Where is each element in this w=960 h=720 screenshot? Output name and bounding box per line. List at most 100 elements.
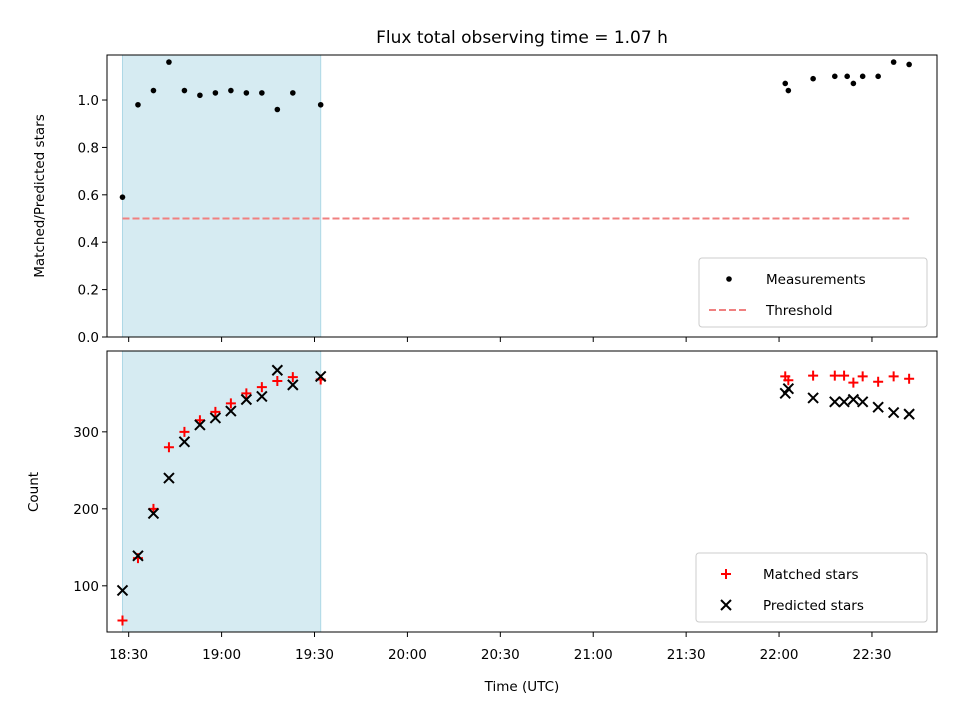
- legend-box: [695, 552, 928, 623]
- data-point: [807, 392, 819, 404]
- data-point: [848, 377, 859, 388]
- data-point: [225, 405, 237, 417]
- data-point: [197, 92, 203, 99]
- legend: Matched stars Predicted stars: [695, 552, 928, 623]
- data-point: [850, 80, 857, 87]
- x-tick-label: 22:00: [760, 647, 799, 663]
- data-point: [163, 472, 175, 484]
- x-tick-label: 18:30: [109, 647, 148, 663]
- data-point: [290, 90, 296, 96]
- x-tick-label: 21:30: [667, 647, 706, 663]
- data-point: [256, 382, 267, 393]
- data-point: [210, 406, 221, 417]
- y-tick-label: 0.8: [78, 140, 99, 156]
- y-tick-label: 1.0: [78, 93, 99, 109]
- data-point: [147, 507, 160, 520]
- x-axis-label: Time (UTC): [484, 679, 560, 695]
- data-point: [810, 75, 816, 82]
- data-point: [132, 550, 144, 562]
- observing-window-shade: [122, 351, 321, 632]
- legend-label: Matched stars: [763, 567, 859, 583]
- data-point: [831, 73, 838, 80]
- observing-window-shade: [122, 55, 321, 337]
- data-point: [212, 90, 219, 96]
- data-point: [888, 371, 899, 382]
- series-measurements: [119, 59, 912, 200]
- x-tick-label: 20:00: [388, 647, 427, 663]
- data-point: [166, 59, 172, 65]
- data-point: [873, 376, 884, 387]
- legend-x-marker: [720, 599, 732, 611]
- data-point: [256, 390, 268, 403]
- y-tick-label: 0.2: [78, 283, 99, 299]
- chart-title: Flux total observing time = 1.07 h: [376, 28, 668, 48]
- y-tick-label: 0.0: [78, 330, 99, 346]
- data-point: [178, 436, 191, 448]
- series-predicted-stars: [116, 364, 915, 597]
- data-point: [857, 371, 868, 382]
- plot-frame: [106, 54, 938, 338]
- data-point: [844, 73, 850, 80]
- data-point: [181, 87, 188, 94]
- data-point: [839, 370, 850, 381]
- data-point: [875, 73, 881, 80]
- plot-frame: [106, 350, 938, 633]
- data-point: [904, 373, 915, 384]
- data-point: [135, 101, 141, 108]
- data-point: [783, 375, 794, 386]
- y-axis-label-top: Matched/Predicted stars: [32, 114, 48, 277]
- data-point: [287, 372, 298, 383]
- data-point: [272, 376, 283, 387]
- count-panel: 100 200 300 18:30 19:00 19:30 20:00 20:30 21:00 2…: [73, 350, 938, 663]
- data-point: [903, 408, 915, 420]
- data-point: [887, 406, 900, 419]
- data-point: [119, 194, 126, 200]
- data-point: [785, 87, 792, 94]
- data-point: [179, 426, 190, 437]
- data-point: [906, 61, 912, 68]
- y-tick-label: 0.4: [78, 235, 99, 251]
- data-point: [782, 80, 789, 87]
- data-point: [241, 388, 252, 399]
- ratio-panel: 0.0 0.2 0.4 0.6 0.8 1.0 Measurements Threshold: [78, 54, 938, 346]
- y-tick-label: 0.6: [78, 188, 99, 204]
- y-tick-label: 200: [73, 502, 99, 518]
- data-point: [859, 73, 866, 80]
- data-point: [856, 396, 869, 408]
- y-axis-label-bottom: Count: [26, 472, 42, 512]
- data-point: [243, 90, 250, 96]
- data-point: [274, 106, 281, 113]
- data-point: [150, 87, 157, 94]
- data-point: [838, 396, 850, 408]
- data-point: [829, 396, 841, 408]
- x-tick-label: 21:00: [574, 647, 613, 663]
- x-tick-label: 22:30: [853, 647, 892, 663]
- legend: Measurements Threshold: [698, 257, 928, 328]
- data-point: [163, 442, 174, 453]
- data-point: [117, 615, 128, 626]
- data-point: [808, 370, 819, 381]
- data-point: [116, 584, 129, 597]
- legend-dot: [726, 276, 732, 282]
- data-point: [240, 393, 253, 406]
- legend-label: Predicted stars: [763, 598, 864, 614]
- x-tick-label: 19:00: [202, 647, 241, 663]
- data-point: [847, 393, 860, 406]
- data-point: [209, 412, 222, 424]
- data-point: [872, 401, 884, 413]
- data-point: [228, 87, 234, 94]
- data-point: [259, 90, 265, 96]
- data-point: [287, 379, 299, 391]
- legend-box: [698, 257, 928, 328]
- y-tick-label: 300: [73, 425, 99, 441]
- data-point: [194, 419, 206, 431]
- data-point: [314, 370, 327, 383]
- data-point: [271, 364, 284, 376]
- x-tick-label: 20:30: [481, 647, 520, 663]
- legend-label: Threshold: [765, 303, 833, 319]
- data-point: [317, 101, 324, 108]
- legend-plus-marker: [721, 569, 731, 579]
- data-point: [225, 398, 236, 409]
- data-point: [829, 370, 840, 381]
